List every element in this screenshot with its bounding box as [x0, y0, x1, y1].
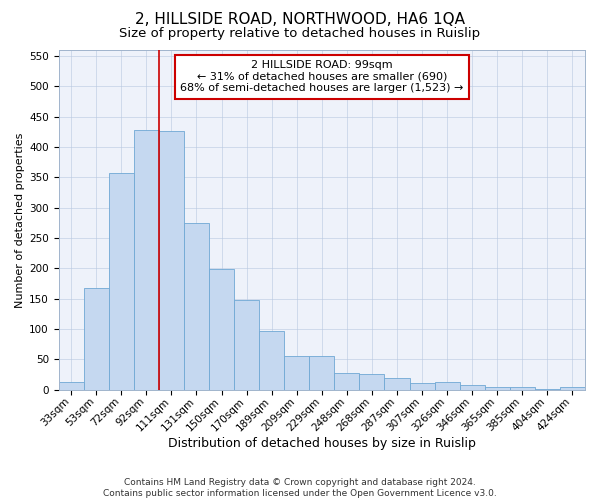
Bar [234, 300, 259, 390]
Bar [385, 378, 410, 390]
Bar [334, 374, 359, 390]
Text: 2, HILLSIDE ROAD, NORTHWOOD, HA6 1QA: 2, HILLSIDE ROAD, NORTHWOOD, HA6 1QA [135, 12, 465, 28]
Bar [410, 383, 434, 390]
Bar [59, 382, 84, 390]
X-axis label: Distribution of detached houses by size in Ruislip: Distribution of detached houses by size … [168, 437, 476, 450]
Bar [184, 223, 209, 390]
Bar [359, 374, 385, 390]
Bar [109, 173, 134, 390]
Bar [159, 130, 184, 390]
Y-axis label: Number of detached properties: Number of detached properties [15, 132, 25, 308]
Text: Contains HM Land Registry data © Crown copyright and database right 2024.
Contai: Contains HM Land Registry data © Crown c… [103, 478, 497, 498]
Bar [134, 130, 159, 390]
Bar [434, 382, 460, 390]
Bar [259, 332, 284, 390]
Bar [209, 269, 234, 390]
Bar [560, 388, 585, 390]
Text: 2 HILLSIDE ROAD: 99sqm
← 31% of detached houses are smaller (690)
68% of semi-de: 2 HILLSIDE ROAD: 99sqm ← 31% of detached… [180, 60, 464, 94]
Bar [284, 356, 309, 390]
Bar [309, 356, 334, 390]
Text: Size of property relative to detached houses in Ruislip: Size of property relative to detached ho… [119, 28, 481, 40]
Bar [535, 389, 560, 390]
Bar [485, 386, 510, 390]
Bar [460, 386, 485, 390]
Bar [510, 388, 535, 390]
Bar [84, 288, 109, 390]
